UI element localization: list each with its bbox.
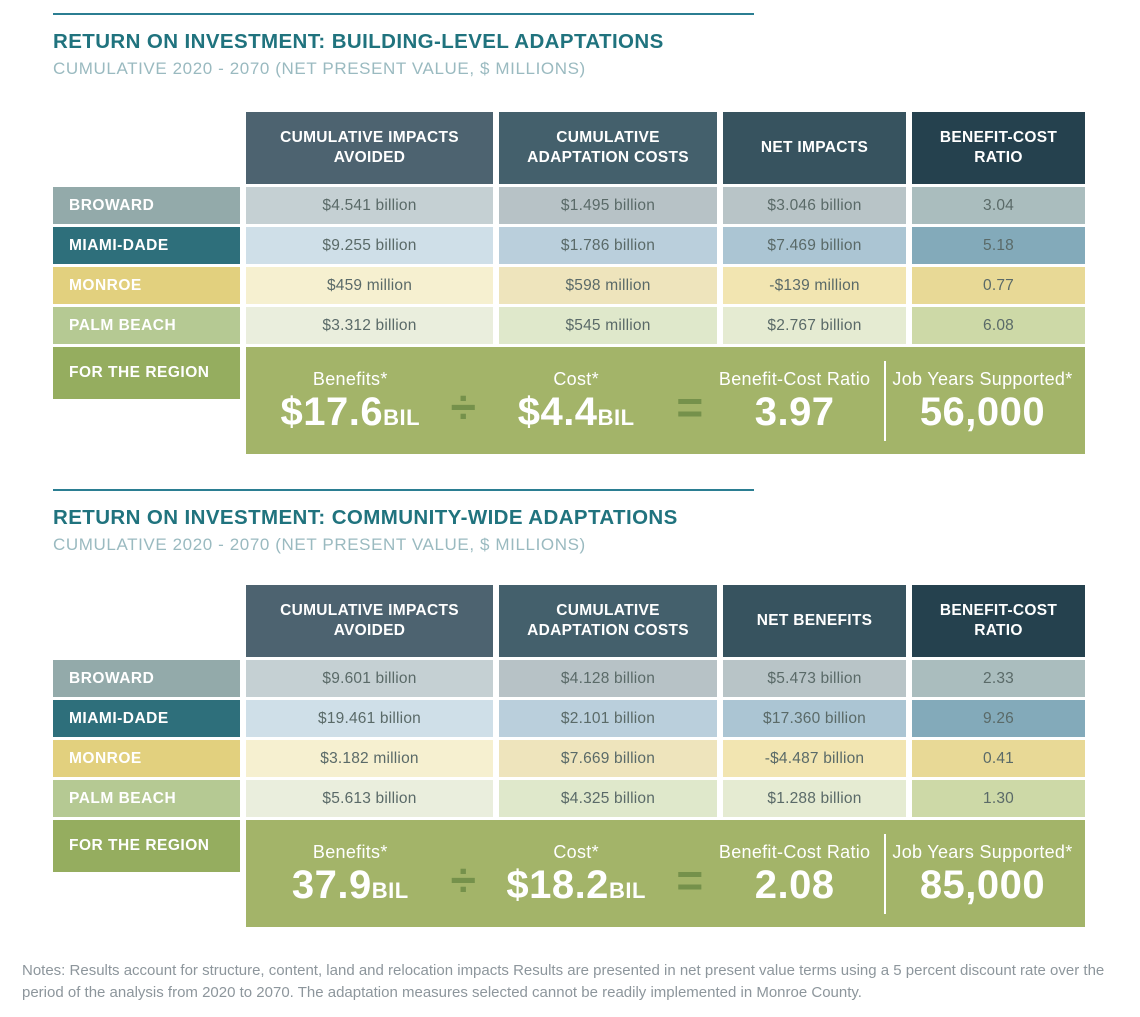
equals-symbol: =	[676, 853, 704, 906]
region-jobs-block: Job Years Supported* 56,000	[886, 367, 1079, 435]
cost-unit: BIL	[608, 877, 646, 903]
row-label-broward: BROWARD	[53, 660, 240, 697]
ratio-value: 3.97	[754, 389, 835, 434]
benefits-label: Benefits*	[312, 368, 388, 389]
jobs-value: 85,000	[919, 862, 1046, 907]
section-title: RETURN ON INVESTMENT: BUILDING-LEVEL ADA…	[53, 30, 664, 53]
table-cell: $2.101 billion	[499, 700, 717, 737]
row-label-for-the-region: FOR THE REGION	[53, 347, 240, 399]
row-label-broward: BROWARD	[53, 187, 240, 224]
cost-value: $4.4BIL	[517, 389, 635, 434]
table-cell: 0.41	[912, 740, 1085, 777]
benefits-value: 37.9BIL	[291, 862, 409, 907]
row-label-for-the-region: FOR THE REGION	[53, 820, 240, 872]
table-cell: $1.786 billion	[499, 227, 717, 264]
table-cell: $4.325 billion	[499, 780, 717, 817]
column-header-benefit-cost-ratio: BENEFIT-COST RATIO	[912, 585, 1085, 657]
section-subtitle: CUMULATIVE 2020 - 2070 (NET PRESENT VALU…	[53, 535, 586, 554]
benefits-value: $17.6BIL	[280, 389, 421, 434]
column-header-net-impacts: NET IMPACTS	[723, 112, 906, 184]
region-summary-band: Benefits* 37.9BIL ÷ Cost* $18.2BIL = Ben…	[246, 820, 1085, 927]
divide-symbol: ÷	[450, 853, 476, 906]
region-cost-block: Cost* $18.2BIL	[478, 840, 675, 908]
column-header-impacts-avoided: CUMULATIVE IMPACTS AVOIDED	[246, 112, 493, 184]
row-label-miami-dade: MIAMI-DADE	[53, 700, 240, 737]
table-cell: $3.046 billion	[723, 187, 906, 224]
section-subtitle: CUMULATIVE 2020 - 2070 (NET PRESENT VALU…	[53, 59, 586, 78]
region-jobs-block: Job Years Supported* 85,000	[886, 840, 1079, 908]
row-label-monroe: MONROE	[53, 267, 240, 304]
ratio-label: Benefit-Cost Ratio	[718, 841, 871, 862]
table-cell: 0.77	[912, 267, 1085, 304]
table-corner-spacer	[53, 585, 240, 657]
jobs-label: Job Years Supported*	[892, 368, 1073, 389]
region-benefits-block: Benefits* $17.6BIL	[252, 367, 449, 435]
ratio-label: Benefit-Cost Ratio	[718, 368, 871, 389]
region-ratio-block: Benefit-Cost Ratio 2.08	[705, 840, 884, 908]
column-header-impacts-avoided: CUMULATIVE IMPACTS AVOIDED	[246, 585, 493, 657]
row-label-palm-beach: PALM BEACH	[53, 307, 240, 344]
table-cell: 2.33	[912, 660, 1085, 697]
cost-value: $18.2BIL	[506, 862, 646, 907]
divide-symbol: ÷	[450, 380, 476, 433]
benefits-unit: BIL	[383, 404, 421, 430]
jobs-label: Job Years Supported*	[892, 841, 1073, 862]
row-label-monroe: MONROE	[53, 740, 240, 777]
table-cell: $4.541 billion	[246, 187, 493, 224]
table-cell: $7.469 billion	[723, 227, 906, 264]
table-cell: 6.08	[912, 307, 1085, 344]
roi-table-community: CUMULATIVE IMPACTS AVOIDED CUMULATIVE AD…	[53, 585, 1085, 927]
table-cell: 3.04	[912, 187, 1085, 224]
table-corner-spacer	[53, 112, 240, 184]
table-cell: $17.360 billion	[723, 700, 906, 737]
footnotes: Notes: Results account for structure, co…	[22, 962, 1105, 1001]
vertical-divider	[883, 360, 886, 441]
table-cell: $598 million	[499, 267, 717, 304]
table-cell: $7.669 billion	[499, 740, 717, 777]
table-cell: 1.30	[912, 780, 1085, 817]
section-divider-line	[53, 13, 754, 15]
section-community-wide: RETURN ON INVESTMENT: COMMUNITY-WIDE ADA…	[0, 489, 1140, 927]
table-cell: $1.288 billion	[723, 780, 906, 817]
region-cost-block: Cost* $4.4BIL	[478, 367, 675, 435]
table-cell: -$139 million	[723, 267, 906, 304]
cost-label: Cost*	[553, 841, 599, 862]
table-cell: $545 million	[499, 307, 717, 344]
column-header-net-benefits: NET BENEFITS	[723, 585, 906, 657]
benefits-label: Benefits*	[312, 841, 388, 862]
table-cell: $459 million	[246, 267, 493, 304]
table-cell: $9.601 billion	[246, 660, 493, 697]
table-cell: 9.26	[912, 700, 1085, 737]
roi-table-building: CUMULATIVE IMPACTS AVOIDED CUMULATIVE AD…	[53, 112, 1085, 454]
section-divider-line	[53, 489, 754, 491]
cost-label: Cost*	[553, 368, 599, 389]
jobs-value: 56,000	[919, 389, 1046, 434]
section-title: RETURN ON INVESTMENT: COMMUNITY-WIDE ADA…	[53, 506, 678, 529]
cost-unit: BIL	[597, 404, 635, 430]
vertical-divider	[883, 833, 886, 914]
column-header-adaptation-costs: CUMULATIVE ADAPTATION COSTS	[499, 112, 717, 184]
table-cell: $5.613 billion	[246, 780, 493, 817]
region-ratio-block: Benefit-Cost Ratio 3.97	[705, 367, 884, 435]
table-cell: $3.182 million	[246, 740, 493, 777]
equals-symbol: =	[676, 380, 704, 433]
table-cell: $4.128 billion	[499, 660, 717, 697]
table-cell: 5.18	[912, 227, 1085, 264]
row-label-miami-dade: MIAMI-DADE	[53, 227, 240, 264]
region-summary-band: Benefits* $17.6BIL ÷ Cost* $4.4BIL = Ben…	[246, 347, 1085, 454]
table-cell: $19.461 billion	[246, 700, 493, 737]
section-building-level: RETURN ON INVESTMENT: BUILDING-LEVEL ADA…	[0, 13, 1140, 454]
table-cell: $3.312 billion	[246, 307, 493, 344]
table-cell: -$4.487 billion	[723, 740, 906, 777]
table-cell: $9.255 billion	[246, 227, 493, 264]
benefits-unit: BIL	[371, 877, 409, 903]
table-cell: $1.495 billion	[499, 187, 717, 224]
column-header-benefit-cost-ratio: BENEFIT-COST RATIO	[912, 112, 1085, 184]
region-benefits-block: Benefits* 37.9BIL	[252, 840, 449, 908]
column-header-adaptation-costs: CUMULATIVE ADAPTATION COSTS	[499, 585, 717, 657]
table-cell: $5.473 billion	[723, 660, 906, 697]
row-label-palm-beach: PALM BEACH	[53, 780, 240, 817]
table-cell: $2.767 billion	[723, 307, 906, 344]
ratio-value: 2.08	[754, 862, 835, 907]
